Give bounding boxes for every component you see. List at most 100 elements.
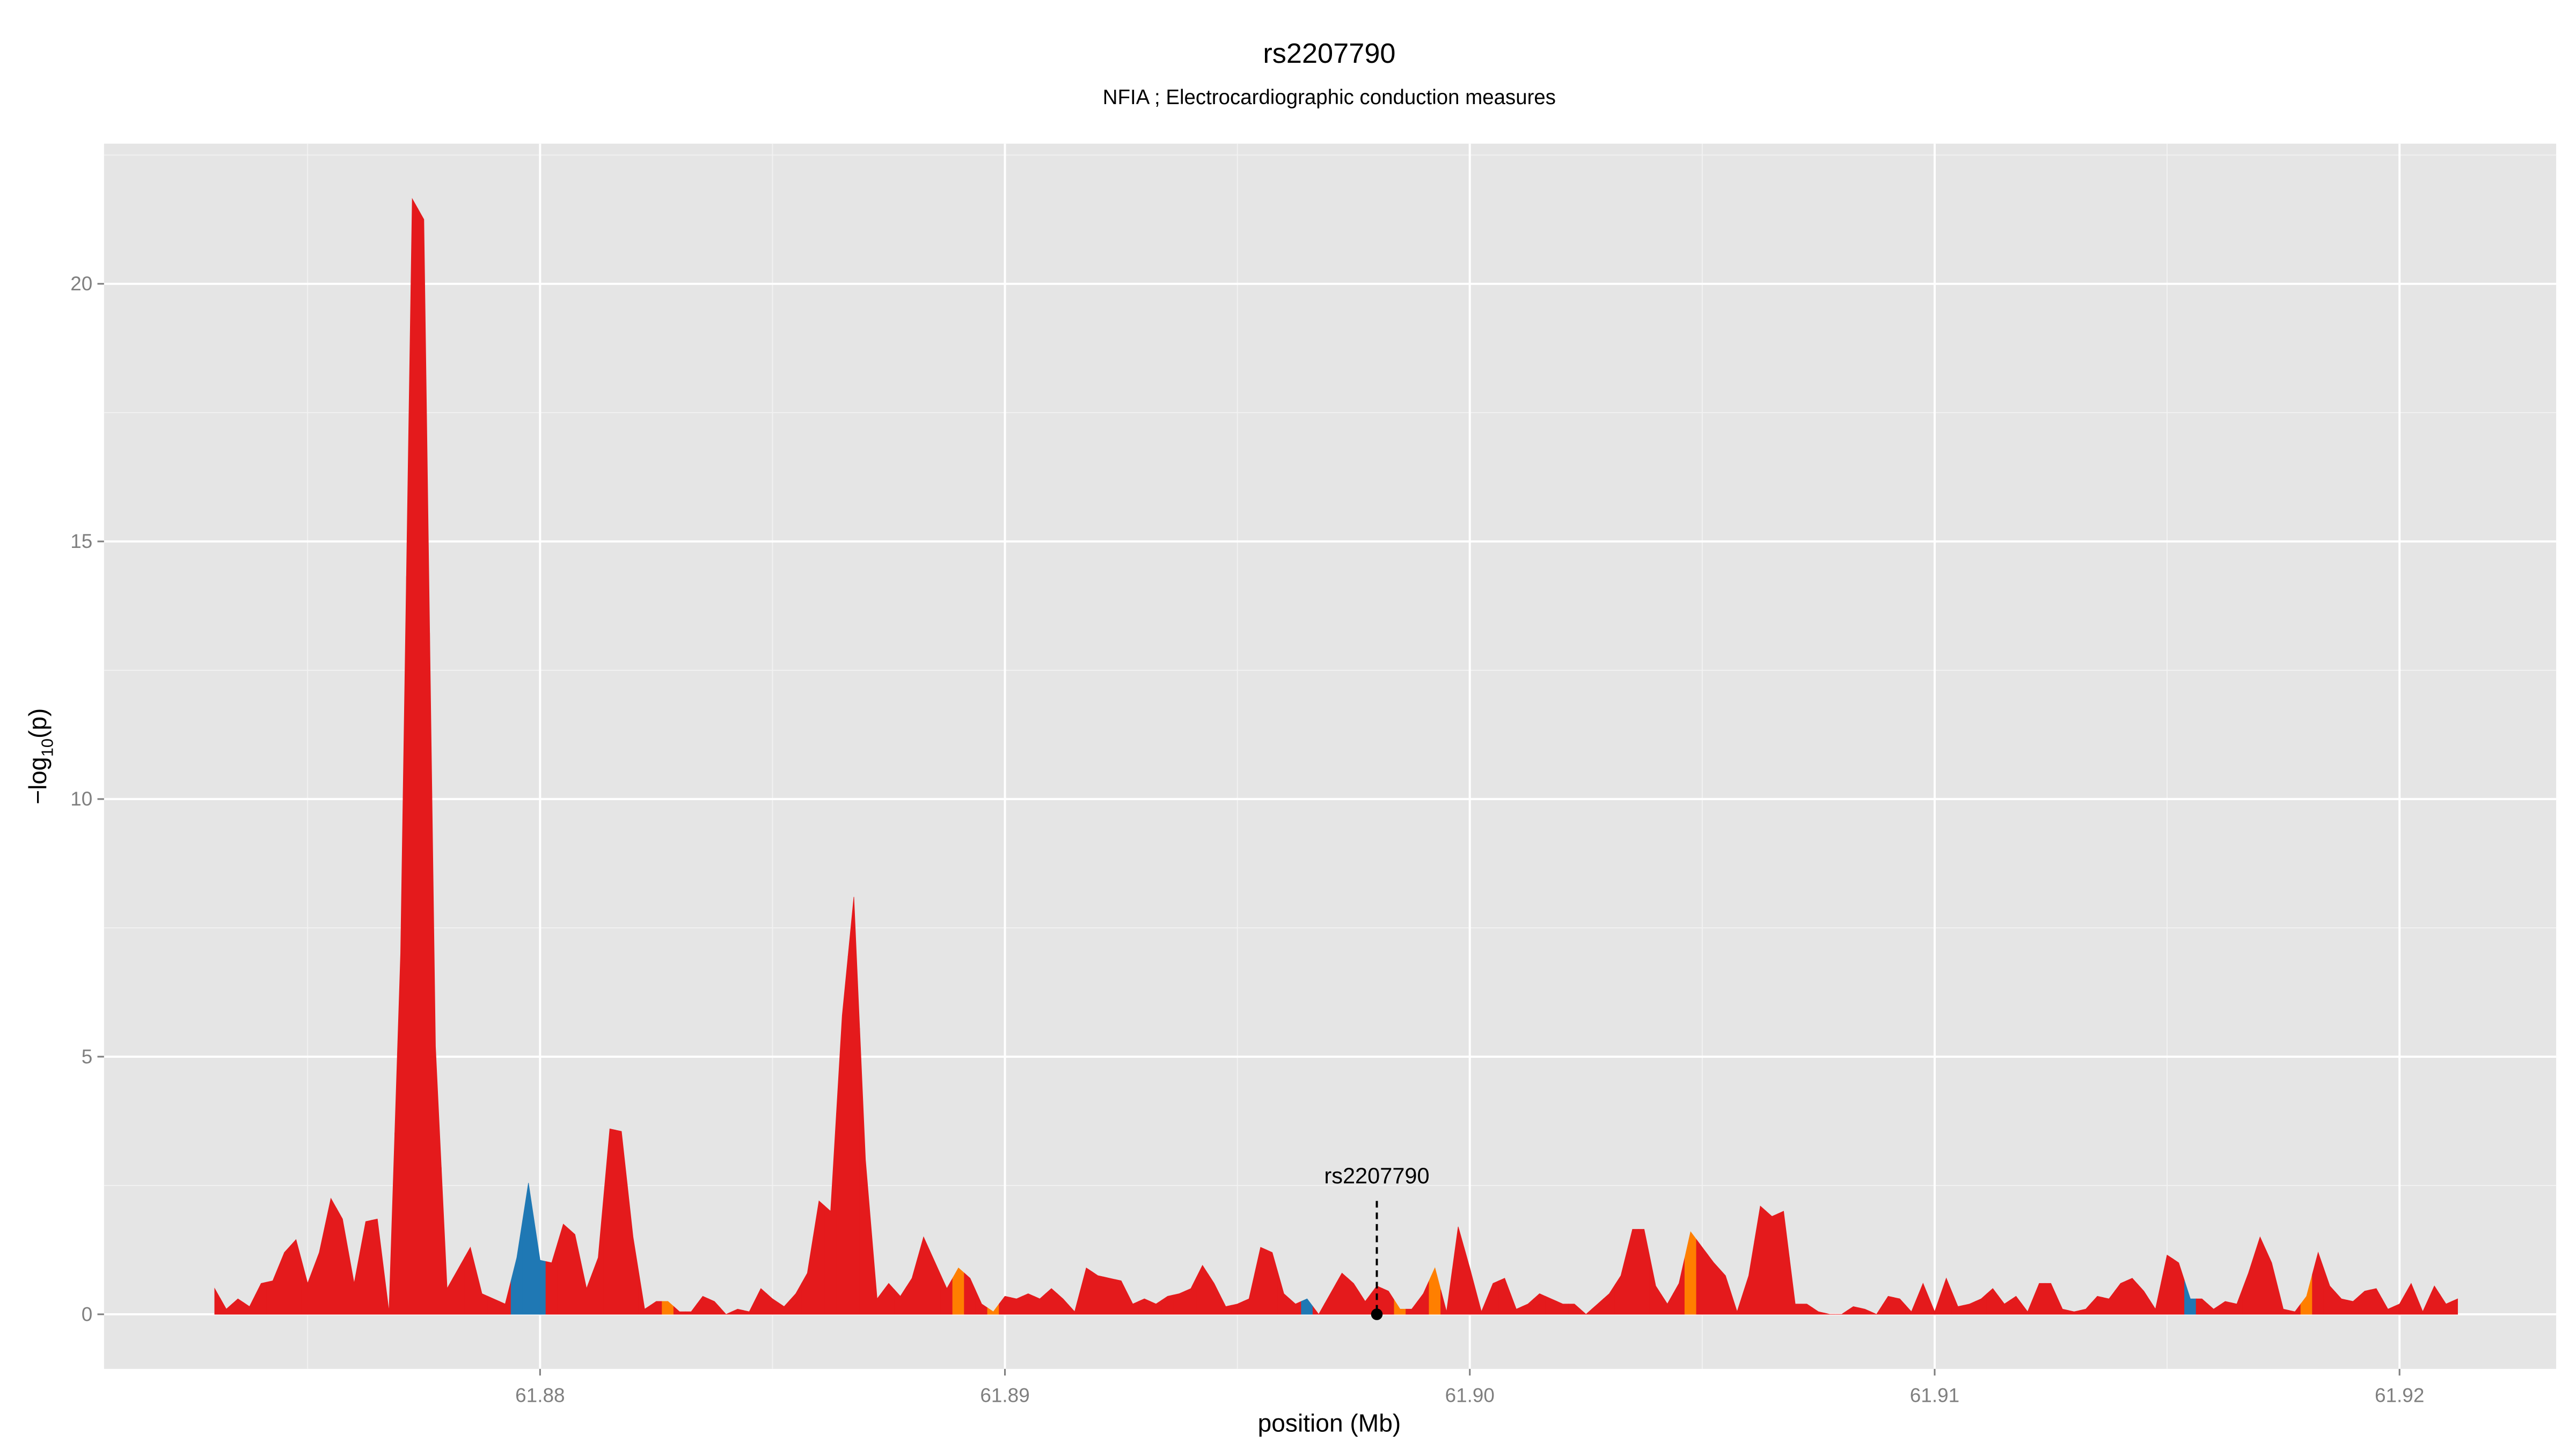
- area-segment: [1463, 1247, 1476, 1315]
- area-segment: [510, 1220, 523, 1315]
- area-segment: [1243, 1273, 1255, 1315]
- area-segment: [894, 1286, 906, 1315]
- area-segment: [2045, 1283, 2057, 1315]
- area-segment: [906, 1257, 918, 1315]
- area-segment: [2440, 1294, 2453, 1315]
- area-segment: [1649, 1257, 1662, 1315]
- area-segment: [1673, 1257, 1685, 1315]
- area-segment: [987, 1303, 1000, 1315]
- x-tick-label: 61.90: [1445, 1384, 1495, 1406]
- x-tick-label: 61.89: [980, 1384, 1029, 1406]
- area-segment: [801, 1236, 814, 1315]
- area-segment: [603, 1128, 616, 1315]
- area-segment: [1777, 1211, 1790, 1315]
- area-segment: [232, 1298, 244, 1315]
- area: [214, 197, 2458, 1315]
- area-segment: [813, 1200, 825, 1315]
- area-segment: [1870, 1304, 1883, 1315]
- y-tick-label: 5: [82, 1045, 93, 1067]
- area-segment: [1150, 1299, 1162, 1315]
- area-segment: [441, 1167, 453, 1315]
- area-segment: [2347, 1296, 2359, 1315]
- area-segment: [638, 1273, 651, 1315]
- area-segment: [1347, 1277, 1360, 1315]
- y-tick-label: 10: [70, 788, 92, 810]
- area-segment: [720, 1307, 733, 1315]
- area-segment: [2382, 1298, 2394, 1315]
- area-segment: [1708, 1254, 1720, 1315]
- area-segment: [2091, 1296, 2104, 1315]
- area-segment: [1034, 1293, 1046, 1315]
- area-segment: [371, 1218, 384, 1315]
- area-segment: [2265, 1249, 2278, 1315]
- area-segment: [836, 956, 848, 1315]
- area-segment: [2300, 1274, 2313, 1315]
- area-segment: [1382, 1288, 1395, 1315]
- area-segment: [1743, 1241, 1755, 1315]
- area-segment: [429, 633, 442, 1315]
- area-segment: [766, 1293, 779, 1315]
- area-segment: [2068, 1310, 2081, 1315]
- area-segment: [499, 1280, 511, 1315]
- area-segment: [2149, 1282, 2162, 1315]
- area-segment: [243, 1294, 256, 1315]
- area-segment: [1986, 1288, 1999, 1315]
- area-segment: [871, 1229, 883, 1315]
- area-segment: [2277, 1286, 2289, 1315]
- area-segment: [2172, 1258, 2185, 1315]
- area-segment: [1893, 1297, 1906, 1315]
- area-segment: [2161, 1254, 2174, 1315]
- area-segment: [882, 1283, 895, 1315]
- area-segment: [1057, 1293, 1070, 1315]
- area-segment: [2242, 1255, 2255, 1315]
- area-segment: [545, 1243, 558, 1315]
- area-segment: [1498, 1278, 1511, 1315]
- area-segment: [2138, 1284, 2150, 1315]
- x-tick-label: 61.88: [515, 1384, 565, 1406]
- area-segment: [1475, 1290, 1488, 1315]
- area-segment: [2103, 1290, 2116, 1315]
- area-segment: [917, 1236, 930, 1315]
- area-segment: [290, 1239, 302, 1315]
- x-tick-label: 61.91: [1910, 1384, 1959, 1406]
- area-segment: [1824, 1313, 1836, 1315]
- area-segment: [360, 1220, 372, 1315]
- area-segment: [1521, 1298, 1534, 1315]
- area-segment: [1196, 1264, 1209, 1315]
- chart-title: rs2207790: [1263, 38, 1395, 69]
- area-segment: [2428, 1285, 2441, 1315]
- area-segment: [2312, 1252, 2324, 1315]
- area-segment: [1510, 1293, 1523, 1315]
- area-segment: [266, 1267, 279, 1315]
- area-segment: [1754, 1205, 1767, 1315]
- y-tick-label: 0: [82, 1303, 93, 1325]
- area-segment: [1301, 1298, 1313, 1315]
- area-segment: [534, 1221, 546, 1315]
- area-segment: [383, 1132, 396, 1315]
- area-segment: [859, 1028, 872, 1315]
- area-segment: [278, 1245, 291, 1315]
- annotation-point: [1371, 1308, 1383, 1320]
- area-segment: [569, 1228, 581, 1315]
- area-segment: [2021, 1297, 2034, 1315]
- area-segment: [1184, 1277, 1197, 1315]
- area-segment: [1126, 1292, 1139, 1315]
- area-segment: [1336, 1272, 1348, 1315]
- area-segment: [2010, 1296, 2022, 1315]
- area-segment: [789, 1282, 802, 1315]
- area-segment: [2405, 1283, 2418, 1315]
- y-axis-label-main: −log: [24, 757, 52, 804]
- area-segment: [1614, 1252, 1627, 1315]
- area-segment: [1661, 1292, 1674, 1315]
- area-segment: [1417, 1280, 1430, 1315]
- area-segment: [1359, 1291, 1372, 1315]
- area-segment: [1487, 1280, 1499, 1315]
- area-segment: [2184, 1280, 2197, 1315]
- y-axis-label-sub: 10: [38, 738, 56, 757]
- area-segment: [2370, 1288, 2383, 1315]
- y-axis-label: −log10(p): [24, 708, 56, 804]
- area-segment: [1858, 1307, 1871, 1315]
- x-axis-label: position (Mb): [1258, 1409, 1401, 1437]
- area-segment: [929, 1249, 941, 1315]
